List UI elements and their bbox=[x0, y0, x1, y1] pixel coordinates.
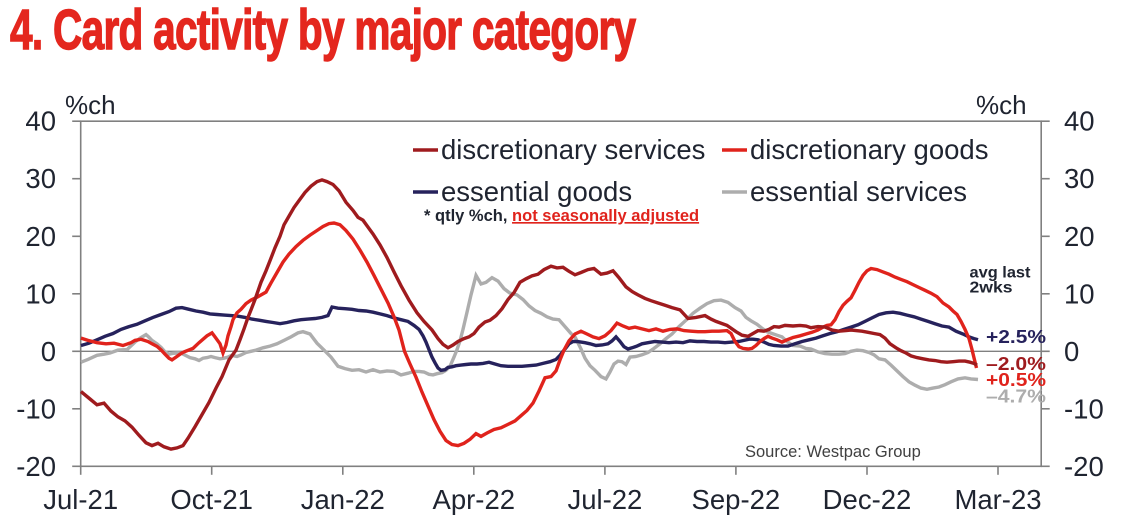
svg-text:Dec-22: Dec-22 bbox=[823, 484, 912, 515]
svg-text:10: 10 bbox=[1064, 278, 1095, 309]
svg-text:30: 30 bbox=[25, 163, 56, 194]
svg-text:%ch: %ch bbox=[65, 90, 116, 120]
svg-text:+0.5%: +0.5% bbox=[986, 370, 1046, 390]
svg-text:Jul-22: Jul-22 bbox=[567, 484, 642, 515]
svg-text:0: 0 bbox=[41, 336, 56, 367]
svg-text:Oct-21: Oct-21 bbox=[170, 484, 253, 515]
svg-text:Source: Westpac Group: Source: Westpac Group bbox=[745, 443, 921, 461]
svg-text:discretionary services: discretionary services bbox=[441, 134, 705, 165]
svg-text:-20: -20 bbox=[1064, 451, 1104, 482]
svg-text:20: 20 bbox=[1064, 221, 1095, 252]
svg-text:avg last: avg last bbox=[970, 265, 1032, 282]
svg-text:30: 30 bbox=[1064, 163, 1095, 194]
svg-text:Sep-22: Sep-22 bbox=[692, 484, 781, 515]
svg-text:2wks: 2wks bbox=[970, 280, 1013, 297]
svg-text:10: 10 bbox=[25, 278, 56, 309]
svg-text:Mar-23: Mar-23 bbox=[954, 484, 1041, 515]
svg-text:+2.5%: +2.5% bbox=[986, 327, 1046, 347]
svg-text:–2.0%: –2.0% bbox=[986, 354, 1046, 374]
svg-text:-20: -20 bbox=[16, 451, 56, 482]
svg-text:40: 40 bbox=[25, 106, 56, 137]
svg-text:discretionary goods: discretionary goods bbox=[750, 134, 988, 165]
svg-text:Jan-22: Jan-22 bbox=[301, 484, 385, 515]
svg-text:essential services: essential services bbox=[750, 176, 967, 207]
svg-text:-10: -10 bbox=[1064, 393, 1104, 424]
svg-text:–4.7%: –4.7% bbox=[986, 387, 1046, 407]
svg-text:-10: -10 bbox=[16, 393, 56, 424]
svg-text:Jul-21: Jul-21 bbox=[43, 484, 118, 515]
svg-text:0: 0 bbox=[1064, 336, 1079, 367]
svg-text:20: 20 bbox=[25, 221, 56, 252]
svg-text:Apr-22: Apr-22 bbox=[433, 484, 516, 515]
svg-text:* qtly %ch, not seasonally adj: * qtly %ch, not seasonally adjusted bbox=[424, 207, 699, 225]
svg-text:40: 40 bbox=[1064, 106, 1095, 137]
svg-text:essential goods: essential goods bbox=[441, 176, 632, 207]
svg-text:%ch: %ch bbox=[976, 90, 1027, 120]
